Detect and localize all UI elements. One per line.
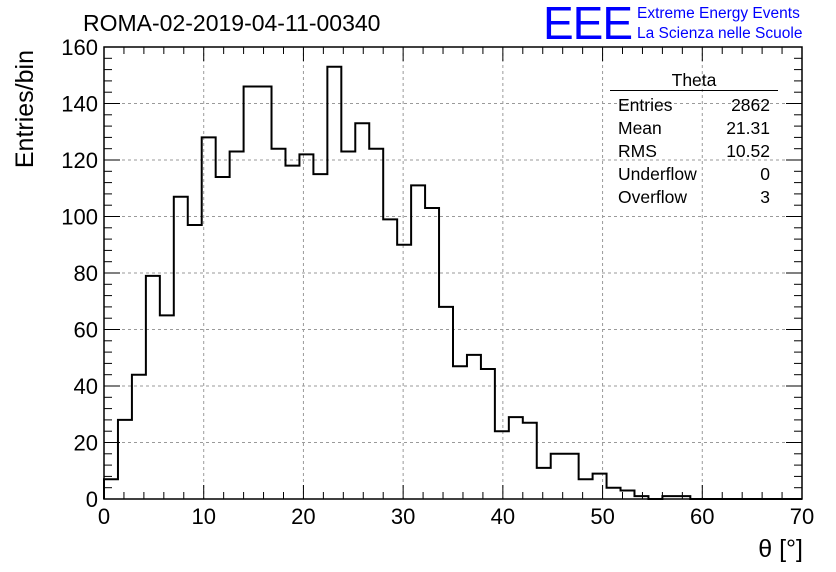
stats-label: Entries [618, 95, 673, 115]
histogram-bin [104, 479, 118, 499]
histogram-bin [383, 219, 397, 499]
histogram-bin [607, 488, 621, 499]
histogram-bin [565, 454, 579, 499]
stats-row-rms: RMS 10.52 [610, 140, 778, 163]
histogram-bin [467, 355, 481, 499]
histogram-bin [174, 197, 188, 499]
histogram-bin [216, 177, 230, 499]
x-tick-label: 10 [191, 504, 215, 529]
stats-value: 3 [760, 187, 770, 207]
histogram-bin [118, 420, 132, 499]
histogram-bin [230, 152, 244, 499]
histogram-bin [327, 67, 341, 499]
histogram-series [103, 65, 802, 500]
histogram-bin [313, 174, 327, 499]
histogram-bin [579, 479, 593, 499]
stats-row-mean: Mean 21.31 [610, 117, 778, 140]
histogram-outline [103, 65, 802, 500]
histogram-bin [453, 366, 467, 499]
stats-row-entries: Entries 2862 [610, 94, 778, 117]
stats-value: 2862 [731, 95, 770, 115]
stats-label: Mean [618, 118, 662, 138]
histogram-bin [425, 208, 439, 499]
histogram-bin [285, 166, 299, 499]
eee-logo: EEE [543, 0, 633, 49]
y-tick-label: 20 [74, 431, 98, 456]
histogram-bin [202, 137, 216, 499]
histogram-bin [146, 276, 160, 499]
stats-row-overflow: Overflow 3 [610, 186, 778, 209]
x-tick-label: 50 [590, 504, 614, 529]
histogram-bin [523, 423, 537, 499]
histogram-bin [244, 87, 258, 499]
run-title: ROMA-02-2019-04-11-00340 [83, 10, 381, 36]
stats-label: Overflow [618, 187, 688, 207]
x-tick-label: 20 [291, 504, 315, 529]
histogram-bin [369, 149, 383, 499]
stats-box: Theta Entries 2862 Mean 21.31 RMS 10.52 … [610, 70, 778, 209]
histogram-bin [132, 375, 146, 499]
stats-label: RMS [618, 141, 657, 161]
logo-subtitle-line2: La Scienza nelle Scuole [637, 25, 803, 42]
stats-row-underflow: Underflow 0 [610, 163, 778, 186]
histogram-bin [593, 474, 607, 499]
y-tick-label: 100 [61, 205, 98, 230]
y-tick-label: 80 [74, 261, 98, 286]
y-tick-label: 0 [86, 487, 98, 512]
stats-title: Theta [610, 70, 778, 91]
histogram-bin [439, 307, 453, 499]
axis-ticks [103, 46, 803, 500]
y-tick-label: 140 [61, 92, 98, 117]
y-tick-label: 40 [74, 374, 98, 399]
histogram-bin [481, 369, 495, 499]
y-tick-label: 60 [74, 318, 98, 343]
logo-subtitle-line1: Extreme Energy Events [637, 5, 800, 22]
x-tick-label: 40 [491, 504, 515, 529]
histogram-bin [509, 417, 523, 499]
histogram-bin [258, 87, 272, 499]
y-tick-label: 160 [61, 35, 98, 60]
histogram-bin [495, 431, 509, 499]
x-tick-label: 30 [391, 504, 415, 529]
x-tick-label: 70 [790, 504, 814, 529]
histogram-bin [397, 245, 411, 499]
histogram-bin [272, 149, 286, 499]
stats-value: 0 [760, 164, 770, 184]
y-tick-label: 120 [61, 148, 98, 173]
y-axis-label: Entries/bin [11, 50, 39, 168]
stats-label: Underflow [618, 164, 697, 184]
histogram-bin [341, 152, 355, 499]
histogram-bin [355, 123, 369, 499]
x-tick-label: 0 [98, 504, 110, 529]
stats-value: 10.52 [726, 141, 770, 161]
histogram-bin [299, 154, 313, 499]
x-axis-label: θ [°] [758, 535, 803, 563]
stats-value: 21.31 [726, 118, 770, 138]
histogram-bin [411, 185, 425, 499]
x-tick-label: 60 [690, 504, 714, 529]
histogram-bin [160, 315, 174, 499]
histogram-bin [188, 225, 202, 499]
histogram-bin [537, 468, 551, 499]
